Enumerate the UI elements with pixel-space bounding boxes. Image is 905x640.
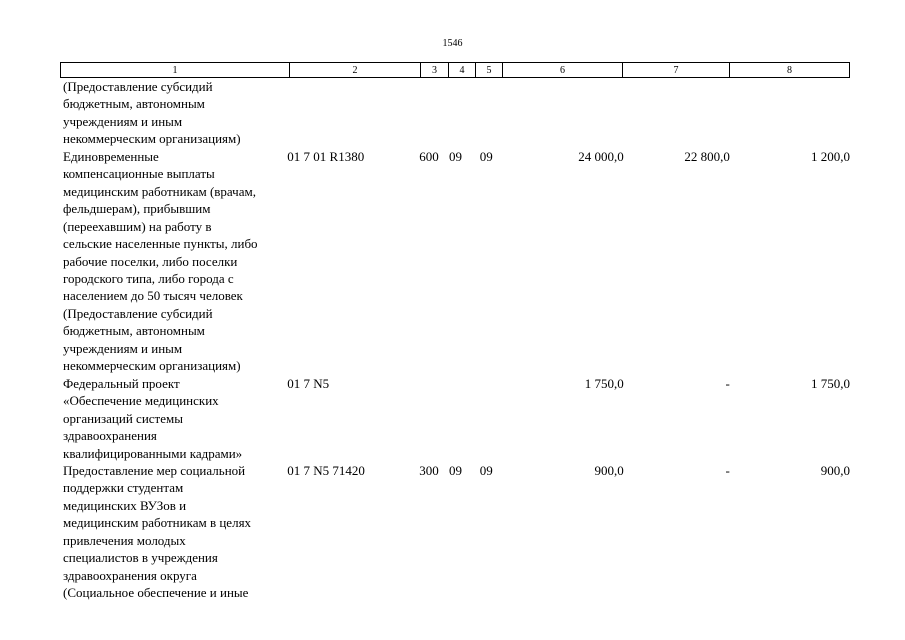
table-row: (Предоставление субсидий бюджетным, автон… <box>60 78 850 148</box>
column-header: 7 <box>622 62 730 78</box>
row-code <box>287 78 419 148</box>
description-line: учреждениям и иным <box>63 340 183 356</box>
description-line: учреждениям и иным <box>63 113 183 129</box>
column-header: 8 <box>729 62 850 78</box>
row-col6: 900,0 <box>594 462 624 478</box>
row-col8: 900,0 <box>820 462 850 478</box>
row-code: 01 7 01 R1380 <box>287 148 365 164</box>
description-line: рабочие поселки, либо поселки <box>63 253 238 269</box>
row-code: 01 7 N5 <box>287 375 330 391</box>
description-line: Единовременные <box>63 148 159 164</box>
column-header: 4 <box>448 62 476 78</box>
row-col3 <box>419 78 449 148</box>
row-col5: 09 <box>479 462 493 478</box>
description-line: медицинских ВУЗов и <box>63 497 187 513</box>
description-line: организаций системы <box>63 410 183 426</box>
row-col6: 1 750,0 <box>584 375 624 391</box>
description-line: здравоохранения <box>63 428 157 444</box>
description-line: медицинским работникам в целях <box>63 515 252 531</box>
page-number: 1546 <box>442 38 463 49</box>
column-header: 3 <box>420 62 449 78</box>
description-line: компенсационные выплаты <box>63 166 215 182</box>
row-description: (Предоставление субсидий бюджетным, автон… <box>60 78 287 148</box>
row-col5 <box>480 78 507 148</box>
description-line: населением до 50 тысяч человек <box>63 288 243 304</box>
row-col4 <box>449 78 480 148</box>
description-line: специалистов в учреждения <box>63 550 218 566</box>
description-line: бюджетным, автономным <box>63 96 205 112</box>
row-col4 <box>449 375 480 462</box>
table-row: Предоставление мер социальной поддержки с… <box>60 462 850 602</box>
row-col7: - <box>725 462 730 478</box>
description-line: (переехавшим) на работу в <box>63 218 212 234</box>
row-col7 <box>627 78 733 148</box>
column-header: 6 <box>502 62 623 78</box>
description-line: (Предоставление субсидий <box>63 305 213 321</box>
row-col6 <box>507 78 627 148</box>
row-code: 01 7 N5 71420 <box>287 462 365 478</box>
description-line: бюджетным, автономным <box>63 323 205 339</box>
row-col3: 300 <box>419 462 439 478</box>
column-header: 1 <box>60 62 290 78</box>
row-col8: 1 200,0 <box>810 148 850 164</box>
column-header-row: 1 2 3 4 5 6 7 8 <box>60 62 850 78</box>
description-line: Федеральный проект <box>63 375 180 391</box>
table-row: Единовременные компенсационные выплаты мед… <box>60 148 850 375</box>
description-line: привлечения молодых <box>63 532 186 548</box>
row-col3 <box>419 375 449 462</box>
row-col6: 24 000,0 <box>578 148 624 164</box>
row-col4: 09 <box>449 462 463 478</box>
description-line: городского типа, либо города с <box>63 270 234 286</box>
description-line: сельские населенные пункты, либо <box>63 236 258 252</box>
row-description: Предоставление мер социальной поддержки с… <box>60 462 287 602</box>
row-col8: 1 750,0 <box>810 375 850 391</box>
description-line: фельдшерам), прибывшим <box>63 201 211 217</box>
description-line: «Обеспечение медицинских <box>63 393 219 409</box>
row-col7: - <box>725 375 730 391</box>
description-line: Предоставление мер социальной <box>63 462 246 478</box>
description-line: здравоохранения округа <box>63 567 197 583</box>
description-line: квалифицированными кадрами» <box>63 445 243 461</box>
column-header: 5 <box>475 62 503 78</box>
row-description: Единовременные компенсационные выплаты мед… <box>60 148 287 375</box>
row-col5: 09 <box>479 148 493 164</box>
row-col7: 22 800,0 <box>684 148 730 164</box>
description-line: (Предоставление субсидий <box>63 79 213 94</box>
row-col4: 09 <box>449 148 463 164</box>
description-line: медицинским работникам (врачам, <box>63 183 256 199</box>
row-col5 <box>480 375 507 462</box>
description-line: поддержки студентам <box>63 480 184 496</box>
description-line: некоммерческим организациям) <box>63 131 241 147</box>
column-header: 2 <box>289 62 421 78</box>
row-description: Федеральный проект «Обеспечение медицинск… <box>60 375 287 462</box>
description-line: некоммерческим организациям) <box>63 358 241 374</box>
row-col8 <box>733 78 850 148</box>
table-row: Федеральный проект «Обеспечение медицинск… <box>60 375 850 462</box>
description-line: (Социальное обеспечение и иные <box>63 585 249 601</box>
table-body: (Предоставление субсидий бюджетным, автон… <box>60 78 850 602</box>
row-col3: 600 <box>419 148 439 164</box>
